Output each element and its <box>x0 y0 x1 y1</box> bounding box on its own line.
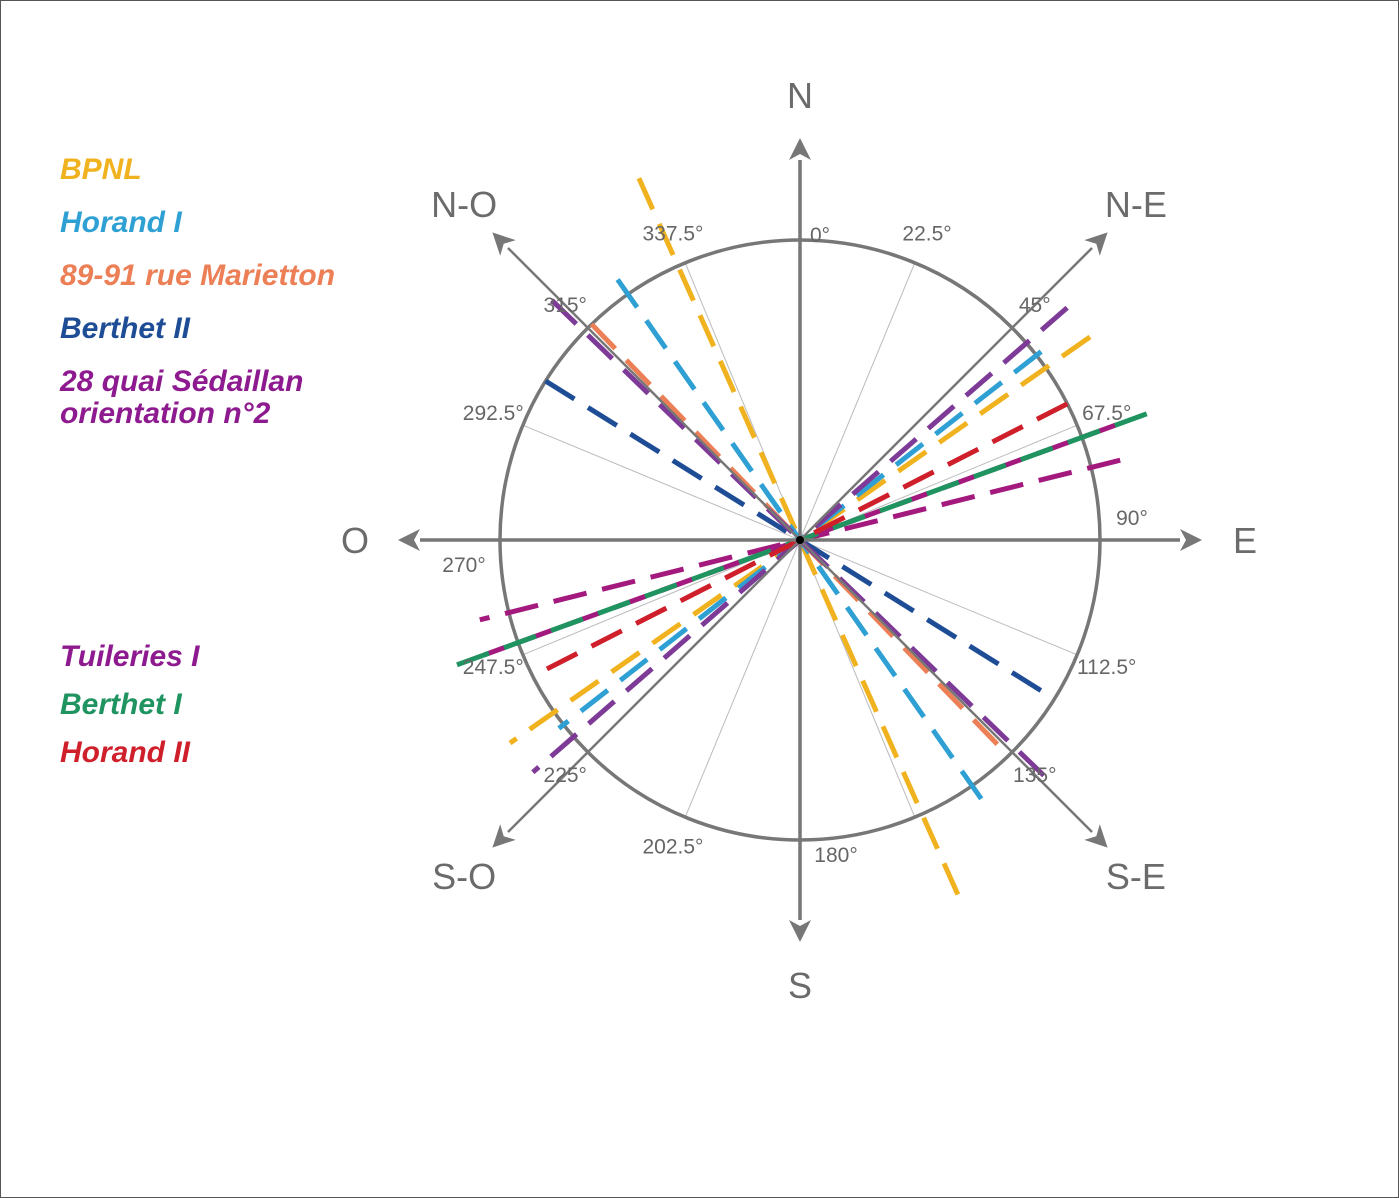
compass-axes <box>398 138 1202 942</box>
legend-item: Berthet I <box>60 688 182 721</box>
arrowhead-icon <box>1180 529 1202 551</box>
arrowhead-icon <box>398 529 420 551</box>
axis-line <box>507 539 801 833</box>
legend-item: Horand II <box>60 736 191 769</box>
degree-label: 180° <box>814 844 857 867</box>
degree-label: 135° <box>1013 764 1056 787</box>
degree-label: 202.5° <box>642 836 703 859</box>
direction-label: S-O <box>432 856 496 897</box>
degree-label: 225° <box>544 764 587 787</box>
direction-label: N <box>787 75 813 116</box>
degree-label: 0° <box>810 224 830 247</box>
orientation-line <box>483 422 1117 658</box>
direction-label: E <box>1233 520 1257 561</box>
degree-label: 67.5° <box>1082 402 1131 425</box>
direction-label: N-E <box>1105 184 1167 225</box>
degree-label: 270° <box>442 554 485 577</box>
degree-label: 337.5° <box>642 222 703 245</box>
arrowhead-icon <box>492 232 516 256</box>
legend-item: 28 quai Sédaillan orientation n°2 <box>60 365 304 430</box>
axis-line <box>799 247 1093 541</box>
direction-label: S <box>788 965 812 1006</box>
degree-label: 247.5° <box>463 656 524 679</box>
orientation-line <box>636 177 964 903</box>
legend-item: Horand I <box>60 206 182 239</box>
direction-labels: N N-E E S-E S S-O O N-O <box>341 75 1257 1006</box>
arrowhead-icon <box>1084 824 1108 848</box>
direction-label: S-E <box>1106 856 1166 897</box>
legend-item: 89-91 rue Marietton <box>60 259 336 292</box>
center-dot <box>796 536 804 544</box>
degree-label: 22.5° <box>902 222 951 245</box>
arrowhead-icon <box>789 138 811 160</box>
axis-line <box>507 247 801 541</box>
degree-label: 112.5° <box>1077 656 1136 679</box>
orientation-line <box>550 298 1050 782</box>
legend-item: BPNL <box>60 153 142 186</box>
degree-label: 315° <box>544 294 587 317</box>
arrowhead-icon <box>789 920 811 942</box>
arrowhead-icon <box>1084 232 1108 256</box>
degree-label: 45° <box>1019 294 1051 317</box>
axis-line <box>799 539 1093 833</box>
degree-labels: 0° 22.5° 45° 67.5° 90° 112.5° 135° 180° 202.5° 22… <box>442 222 1148 867</box>
direction-label: N-O <box>431 184 497 225</box>
legend-item: Tuileries I <box>60 640 200 673</box>
arrowhead-icon <box>492 824 516 848</box>
direction-label: O <box>341 520 369 561</box>
legend-item: Berthet II <box>60 312 191 345</box>
degree-label: 292.5° <box>463 402 524 425</box>
degree-label: 90° <box>1116 507 1148 530</box>
